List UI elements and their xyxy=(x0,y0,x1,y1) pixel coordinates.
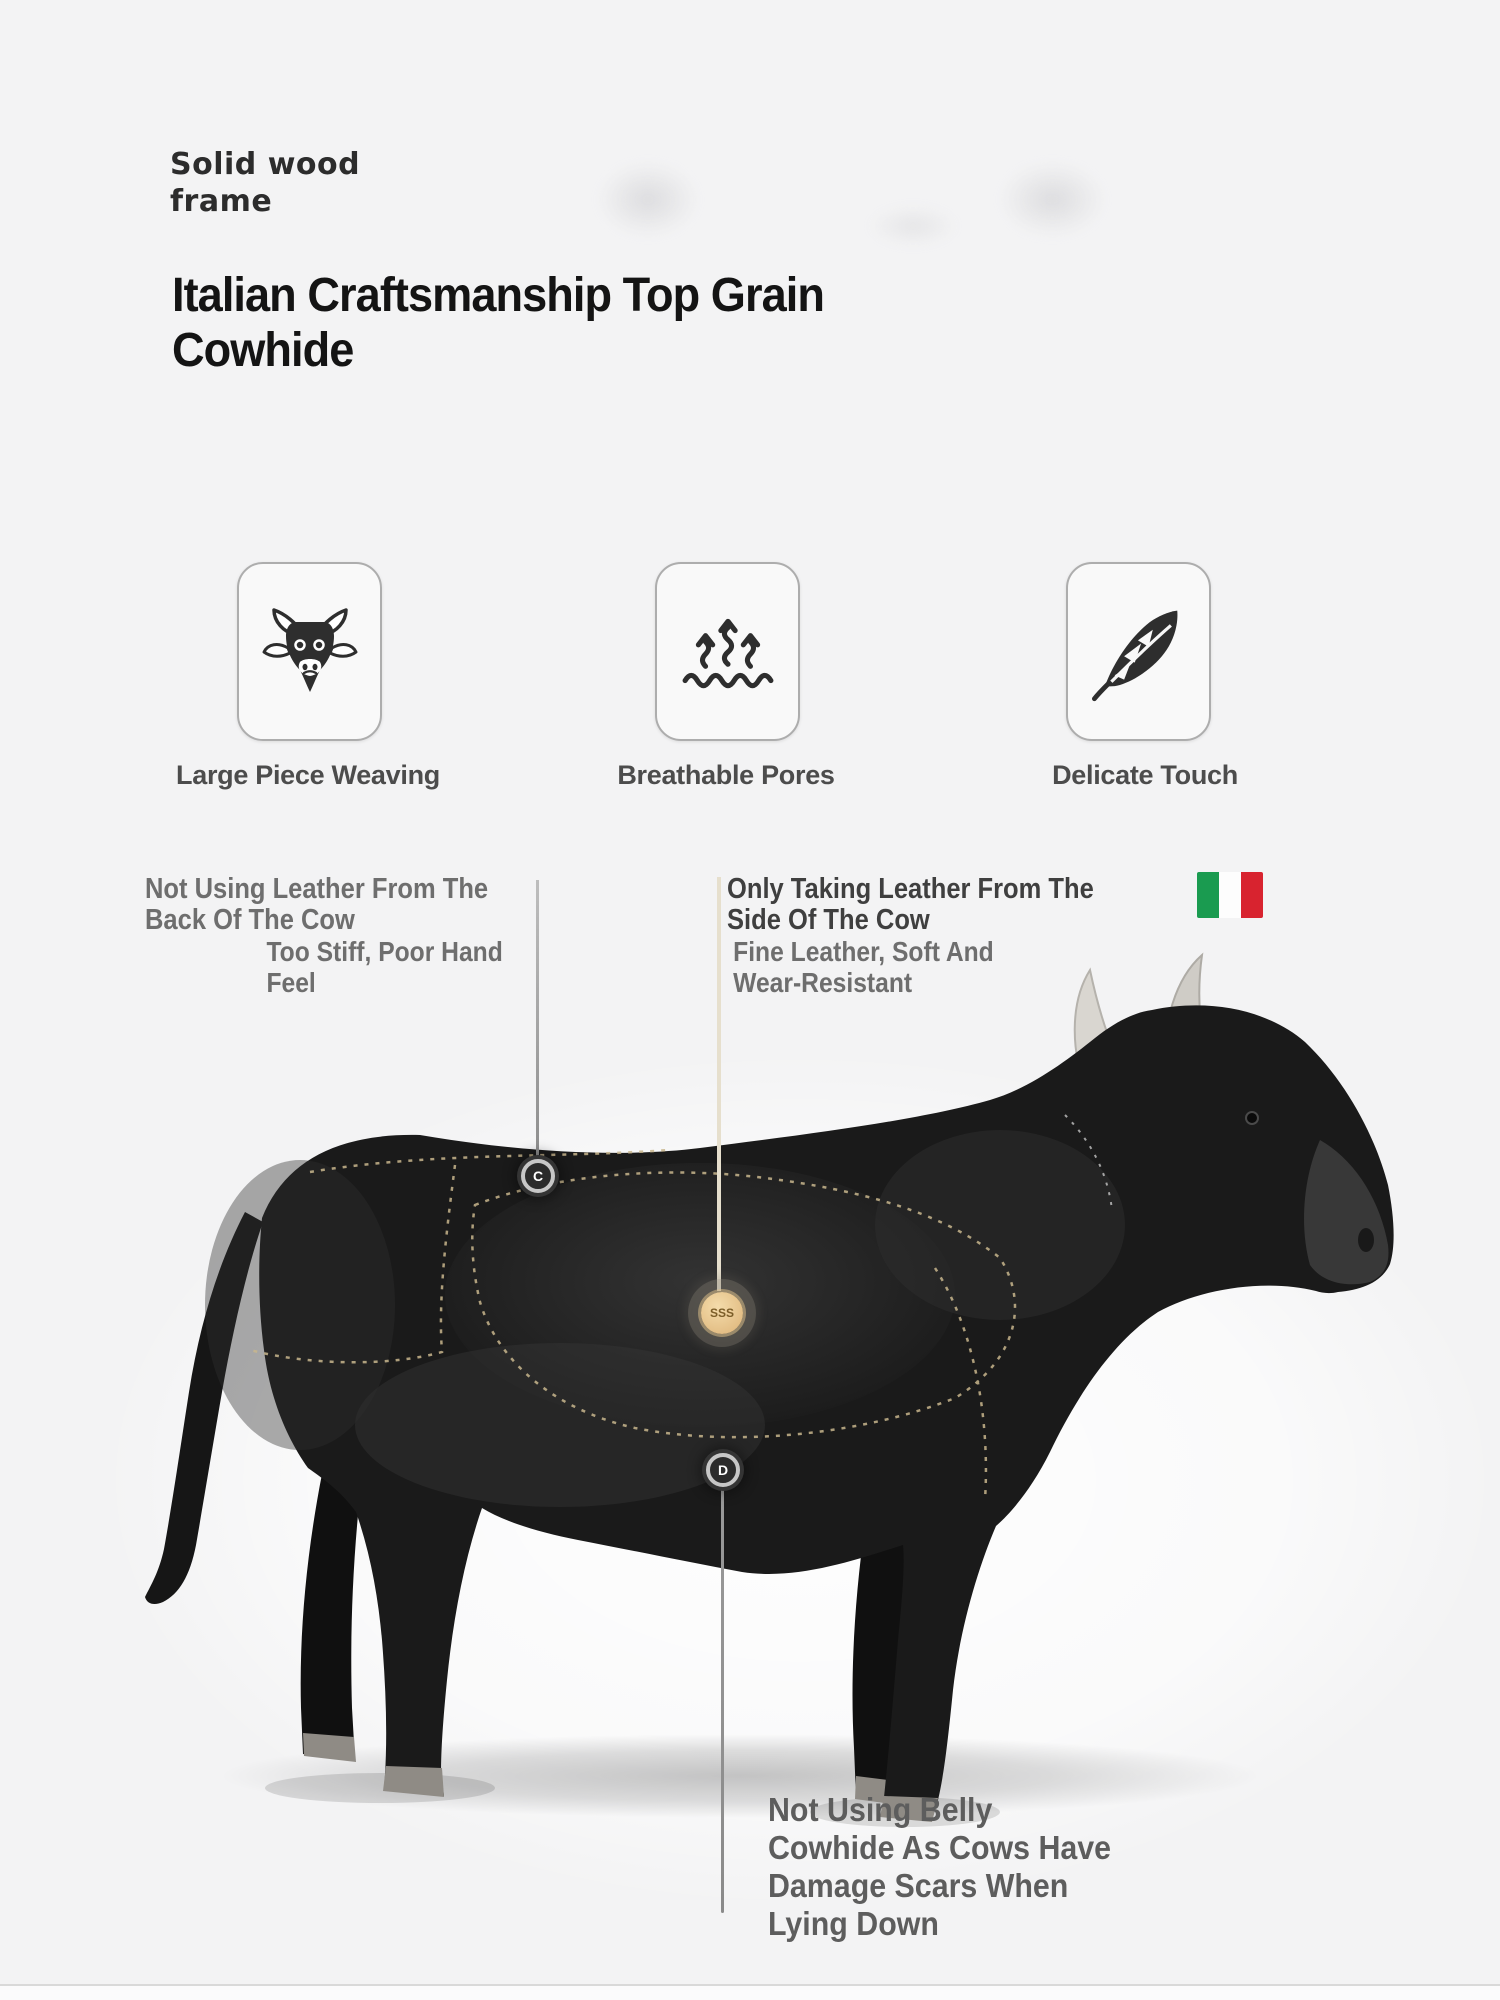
leader-line-back xyxy=(536,880,539,1161)
bull-head-icon xyxy=(262,607,357,692)
marker-belly-label: D xyxy=(717,1462,729,1478)
stitch-lines-light xyxy=(1064,1114,1113,1211)
eye xyxy=(1245,1111,1259,1125)
ground-shadow xyxy=(220,1734,1260,1818)
callout-belly-line-4: Lying Down xyxy=(768,1905,939,1942)
feature-card-touch xyxy=(1066,562,1211,741)
feature-card-breathable xyxy=(655,562,800,741)
italy-flag-red-stripe xyxy=(1241,872,1263,918)
page-title: Italian Craftsmanship Top Grain Cowhide xyxy=(172,268,825,378)
hoof xyxy=(383,1766,444,1797)
marker-belly-d: D xyxy=(706,1453,740,1487)
watermark-smudge xyxy=(598,162,698,237)
hoof xyxy=(880,1796,938,1822)
stitch-lines xyxy=(249,1148,1017,1501)
watermark-smudge xyxy=(1000,162,1105,237)
page-title-line-1: Italian Craftsmanship Top Grain xyxy=(172,269,825,322)
callout-belly: Not Using Belly Cowhide As Cows Have Dam… xyxy=(768,1791,1111,1943)
logo-line-1: Solid wood xyxy=(170,147,361,182)
callout-side-title-1: Only Taking Leather From The xyxy=(727,873,1094,905)
callout-back-title-1: Not Using Leather From The xyxy=(145,873,489,905)
italy-flag xyxy=(1197,872,1263,918)
leader-line-side xyxy=(717,877,721,1291)
callout-back-sub-2: Feel xyxy=(266,967,316,998)
callout-side-sub-1: Fine Leather, Soft And xyxy=(733,936,994,967)
watermark-smudge xyxy=(868,205,958,247)
bottom-divider xyxy=(0,1984,1500,1986)
feature-label-touch: Delicate Touch xyxy=(1052,760,1238,790)
logo-text: Solid wood frame xyxy=(170,146,360,220)
page-title-line-2: Cowhide xyxy=(172,324,354,377)
callout-back-sub-1: Too Stiff, Poor Hand xyxy=(266,936,503,967)
feature-card-weaving xyxy=(237,562,382,741)
bottom-strip xyxy=(0,1986,1500,2000)
tail xyxy=(145,1212,263,1605)
callout-side-sub-2: Wear-Resistant xyxy=(733,967,913,998)
callout-belly-line-1: Not Using Belly xyxy=(768,1791,993,1828)
nostril xyxy=(1358,1228,1374,1252)
italy-flag-green-stripe xyxy=(1197,872,1219,918)
feature-label-weaving: Large Piece Weaving xyxy=(176,760,440,790)
callout-back-title-2: Back Of The Cow xyxy=(145,904,355,936)
feature-label-breathable: Breathable Pores xyxy=(617,760,835,790)
leader-line-belly xyxy=(721,1487,724,1913)
marker-back-label: C xyxy=(532,1168,544,1184)
italy-flag-white-stripe xyxy=(1219,872,1241,918)
callout-side-title-2: Side Of The Cow xyxy=(727,904,930,936)
callout-belly-line-2: Cowhide As Cows Have xyxy=(768,1829,1112,1866)
logo-line-2: frame xyxy=(170,184,273,219)
rear-far-leg xyxy=(300,1474,360,1760)
marker-side-sss: SSS xyxy=(701,1292,743,1334)
feather-icon xyxy=(1091,610,1177,701)
callout-back: Not Using Leather From The Back Of The C… xyxy=(145,873,503,999)
callout-belly-line-3: Damage Scars When xyxy=(768,1867,1069,1904)
marker-back-c: C xyxy=(521,1159,555,1193)
marker-side-label: SSS xyxy=(709,1306,734,1320)
callout-side: Only Taking Leather From The Side Of The… xyxy=(727,873,1094,999)
breathable-pores-icon xyxy=(682,618,773,688)
